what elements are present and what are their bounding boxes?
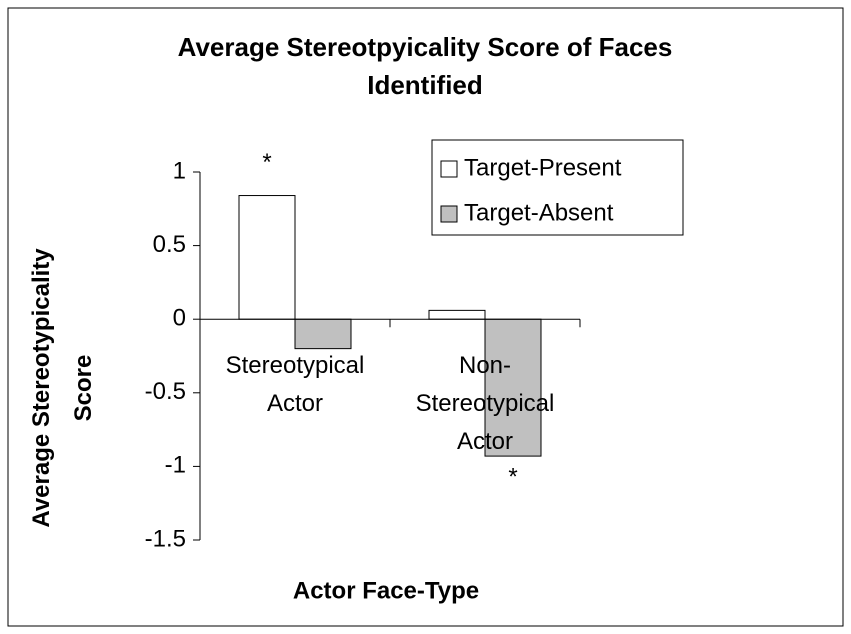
chart-title: Average Stereotpyicality Score of Faces … (177, 32, 673, 100)
annotation: * (508, 463, 517, 490)
y-tick-label: -1.5 (145, 525, 186, 552)
legend-swatch (440, 205, 458, 223)
bar (428, 309, 486, 320)
bar (484, 318, 542, 457)
x-tick-label: Non-Stereotypical Actor (416, 352, 555, 455)
y-tick-label: -1 (165, 452, 186, 479)
y-tick-label: 0 (173, 305, 186, 332)
x-tick-label: Stereotypical Actor (226, 352, 365, 417)
y-axis-label: Average Stereotypicality Score (28, 248, 97, 528)
y-tick-label: 1 (173, 157, 186, 184)
x-axis-label: Actor Face-Type (293, 577, 479, 604)
chart-frame (7, 7, 844, 627)
bar (294, 318, 352, 350)
y-axis-label-group: Average Stereotypicality Score (28, 248, 97, 528)
y-tick-label: -0.5 (145, 378, 186, 405)
legend-swatch (440, 160, 458, 178)
legend-box (431, 139, 684, 236)
legend-label: Target-Absent (464, 199, 614, 226)
bar (238, 195, 296, 320)
annotation: * (262, 149, 271, 176)
legend-label: Target-Present (464, 154, 622, 181)
y-tick-label: 0.5 (153, 231, 186, 258)
